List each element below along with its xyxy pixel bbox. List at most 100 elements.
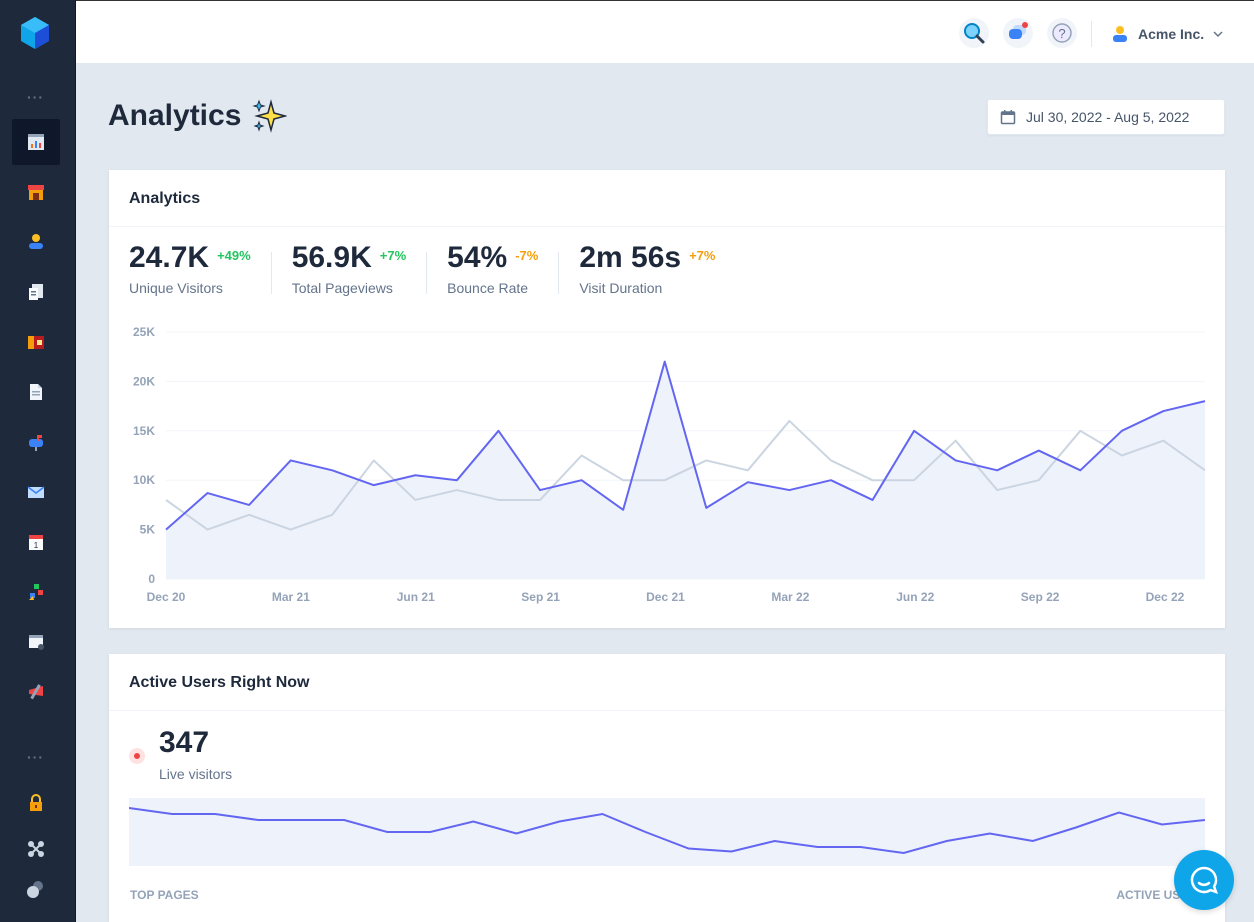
messages-button[interactable] [1003, 18, 1033, 48]
chat-bubbles-icon [1009, 22, 1028, 39]
stat-label: Bounce Rate [447, 280, 529, 296]
nav-users[interactable] [12, 219, 60, 265]
top-header: ? Acme Inc. [76, 0, 1254, 64]
stat-block: 2m 56s +7% Visit Duration [579, 242, 735, 297]
users-icon [29, 234, 43, 249]
y-tick-label: 20K [133, 374, 155, 388]
invoice-icon [29, 284, 43, 300]
x-tick-label: Sep 21 [521, 590, 560, 604]
stat-top: 2m 56s +7% [579, 242, 715, 274]
live-visitors: 347 Live visitors [129, 726, 232, 782]
nav-settings[interactable] [12, 619, 60, 665]
active-users-card: Active Users Right Now 347 Live visitors… [109, 654, 1225, 922]
header-separator [1091, 21, 1092, 47]
nav-campaigns[interactable] [12, 569, 60, 615]
nav-messages[interactable] [12, 419, 60, 465]
x-tick-label: Dec 21 [646, 590, 685, 604]
nav-finance[interactable] [12, 319, 60, 365]
sparkline-line [129, 807, 1205, 855]
nav-documents[interactable] [12, 369, 60, 415]
stat-delta: -7% [515, 248, 539, 263]
live-visitors-count: 347 [159, 726, 210, 759]
search-icon [964, 23, 985, 44]
circles-icon [27, 881, 43, 898]
x-tick-label: Mar 22 [771, 590, 809, 604]
lock-icon [30, 794, 42, 811]
logo-cube-icon[interactable] [20, 16, 50, 50]
analytics-card: Analytics 24.7K +49% Unique Visitors 56.9K +… [109, 170, 1225, 628]
stat-value: 56.9K [291, 241, 372, 274]
date-range-text: Jul 30, 2022 - Aug 5, 2022 [1026, 109, 1190, 125]
chat-support-button[interactable] [1174, 850, 1234, 910]
x-tick-label: Dec 20 [147, 590, 186, 604]
search-button[interactable] [959, 18, 989, 48]
chart-report-icon [28, 134, 44, 150]
stat-top: 54% -7% [447, 242, 538, 274]
document-icon [30, 384, 42, 400]
x-tick-label: Mar 21 [272, 590, 310, 604]
y-tick-label: 15K [133, 424, 155, 438]
stats-row: 24.7K +49% Unique Visitors 56.9K +7% Total Pa… [129, 242, 755, 297]
stat-block: 56.9K +7% Total Pageviews [291, 242, 428, 296]
y-tick-label: 25K [133, 325, 155, 339]
calendar-icon [1000, 110, 1016, 125]
stat-label: Visit Duration [579, 280, 663, 296]
nav-integrations[interactable] [12, 826, 60, 872]
stat-label: Unique Visitors [129, 280, 223, 296]
wallet-icon [28, 336, 44, 349]
stat-block: 54% -7% Bounce Rate [447, 242, 560, 296]
x-tick-label: Dec 22 [1146, 590, 1185, 604]
stat-value: 2m 56s [579, 241, 682, 274]
page-title-text: Analytics [108, 99, 242, 132]
sparkline-background [129, 798, 1205, 866]
x-tick-label: Jun 21 [397, 590, 435, 604]
mailbox-icon [29, 435, 43, 451]
live-visitors-sparkline [129, 798, 1205, 866]
nav-authentication[interactable] [12, 780, 60, 826]
analytics-card-title: Analytics [109, 170, 1225, 227]
top-pages-header: Top pages [130, 888, 199, 902]
live-visitors-label: Live visitors [159, 766, 233, 782]
stat-top: 56.9K +7% [292, 242, 406, 274]
nodes-icon [28, 841, 44, 857]
utility-knife-icon [29, 684, 43, 700]
series-line [165, 419, 1206, 531]
nav-analytics[interactable] [12, 119, 60, 165]
more-dots-icon: ··· [27, 89, 44, 105]
stat-delta: +7% [689, 248, 716, 263]
svg-text:1: 1 [34, 541, 39, 550]
nav-calendar[interactable]: 1 [12, 519, 60, 565]
sidebar: ··· 1 ··· [0, 0, 76, 922]
nav-inbox[interactable] [12, 469, 60, 515]
stat-delta: +7% [379, 248, 407, 263]
stat-delta: +49% [217, 248, 251, 263]
series-line [165, 360, 1206, 531]
nav-store[interactable] [12, 169, 60, 215]
stat-label: Total Pageviews [291, 280, 393, 296]
date-range-picker[interactable]: Jul 30, 2022 - Aug 5, 2022 [987, 99, 1225, 135]
store-icon [28, 185, 44, 200]
y-tick-label: 0 [148, 572, 155, 586]
visitors-line-chart: 0 5K 10K 15K 20K 25K Dec 20 Mar 21 Jun 21 Sep 21 D… [133, 325, 1206, 604]
nav-components[interactable] [12, 866, 60, 912]
page-title: Analytics [108, 98, 288, 134]
window-settings-icon [29, 635, 44, 650]
user-avatar-icon [1113, 26, 1127, 42]
nav-utility[interactable] [12, 669, 60, 715]
envelope-icon [27, 486, 45, 498]
user-name: Acme Inc. [1138, 26, 1205, 42]
chevron-down-icon [1213, 31, 1223, 38]
x-tick-label: Jun 22 [896, 590, 934, 604]
user-menu[interactable]: Acme Inc. [1110, 21, 1224, 47]
active-users-title: Active Users Right Now [109, 654, 1225, 711]
nav-invoices[interactable] [12, 269, 60, 315]
x-tick-label: Sep 22 [1021, 590, 1060, 604]
shapes-icon [29, 584, 43, 600]
chat-bubble-icon [1190, 866, 1219, 895]
y-tick-label: 10K [133, 473, 155, 487]
stat-value: 24.7K [129, 241, 210, 274]
stat-value: 54% [447, 241, 508, 274]
stat-top: 24.7K +49% [129, 242, 251, 274]
help-button[interactable]: ? [1047, 18, 1077, 48]
svg-text:?: ? [1058, 26, 1065, 41]
